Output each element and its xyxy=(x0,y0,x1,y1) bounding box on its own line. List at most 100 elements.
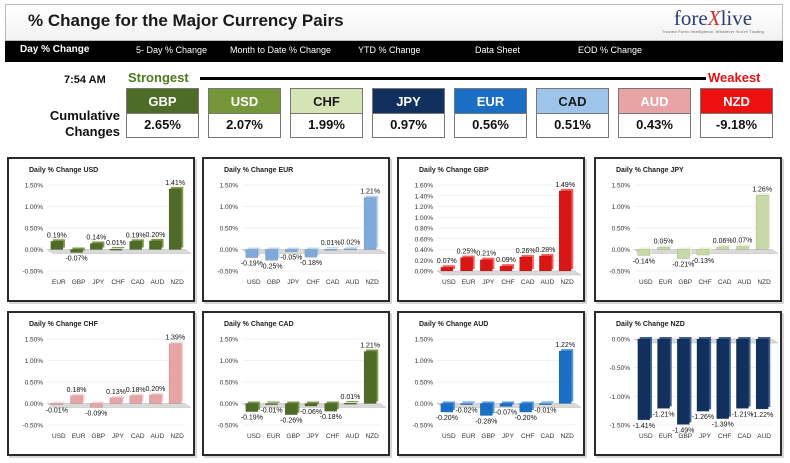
forexlive-logo[interactable]: foreXlive Trusted Forex Intelligence. Wh… xyxy=(661,6,765,34)
data-label: 1.26% xyxy=(752,186,772,193)
bar xyxy=(70,395,83,404)
timestamp: 7:54 AM xyxy=(64,74,106,86)
x-tick-label: USD xyxy=(442,433,456,440)
y-tick-label: -0.50% xyxy=(217,423,238,430)
y-tick-label: 0.20% xyxy=(415,258,434,265)
x-tick-label: GBP xyxy=(72,279,86,286)
chart-title: Daily % Change CHF xyxy=(29,321,98,328)
currency-code: USD xyxy=(208,88,281,114)
data-label: -0.13% xyxy=(692,258,714,265)
bar xyxy=(519,403,533,413)
bar xyxy=(149,394,162,404)
data-label: -0.06% xyxy=(300,409,322,416)
bar xyxy=(755,195,769,250)
data-label: -1.22% xyxy=(751,412,773,419)
bar-depth xyxy=(501,401,515,405)
x-tick-label: NZD xyxy=(365,279,379,286)
cumulative-value: 1.99% xyxy=(290,114,363,138)
bar xyxy=(344,248,357,251)
data-label: 0.07% xyxy=(732,237,752,244)
y-tick-label: -0.50% xyxy=(412,423,433,430)
x-tick-label: CAD xyxy=(521,279,535,286)
bar xyxy=(558,190,572,272)
y-tick-label: 1.40% xyxy=(415,193,434,200)
bar xyxy=(440,267,454,272)
data-label: -1.26% xyxy=(692,414,714,421)
y-tick-label: -0.50% xyxy=(22,423,43,430)
x-tick-label: USD xyxy=(247,433,261,440)
bar xyxy=(479,259,493,272)
bar xyxy=(363,197,377,250)
bar xyxy=(168,188,182,250)
y-tick-label: -0.50% xyxy=(609,365,630,372)
data-label: -0.05% xyxy=(280,255,302,262)
y-tick-label: 1.50% xyxy=(220,183,239,190)
y-tick-label: 0.00% xyxy=(220,401,239,408)
x-tick-label: EUR xyxy=(462,279,476,286)
bar xyxy=(736,338,749,409)
currency-tile-4: EUR 0.56% xyxy=(454,88,527,138)
chart-title: Daily % Change GBP xyxy=(419,167,489,174)
bar xyxy=(89,243,103,250)
bar xyxy=(324,248,338,251)
bar-depth xyxy=(346,246,359,248)
x-tick-label: CAD xyxy=(131,279,145,286)
chart-title: Daily % Change CAD xyxy=(224,321,294,328)
y-tick-label: -0.50% xyxy=(217,269,238,276)
bar xyxy=(265,249,278,261)
x-tick-label: CAD xyxy=(326,279,340,286)
data-label: 0.01% xyxy=(340,394,360,401)
y-tick-label: 1.50% xyxy=(612,183,631,190)
data-label: 0.25% xyxy=(457,249,477,256)
bar-chart-aud: 1.50%1.00%0.50%0.00%-0.50%-0.20%USD-0.02… xyxy=(412,337,582,440)
data-label: 0.09% xyxy=(496,257,516,264)
chart-panel-chf: Daily % Change CHF 1.50% 1.00% 0.50% 0.00% -0… xyxy=(7,311,195,456)
chart-title: Daily % Change EUR xyxy=(224,167,294,174)
tab-5day-change[interactable]: 5- Day % Change xyxy=(136,45,208,55)
data-label: -0.20% xyxy=(436,415,458,422)
data-label: 0.18% xyxy=(67,387,87,394)
bar xyxy=(460,403,473,405)
tab-month-to-date[interactable]: Month to Date % Change xyxy=(230,45,332,55)
weakest-label: Weakest xyxy=(708,70,761,85)
data-label: -1.41% xyxy=(633,423,655,430)
y-tick-label: 0.00% xyxy=(220,247,239,254)
tab-day-change[interactable]: Day % Change xyxy=(20,44,90,55)
bar xyxy=(539,403,552,405)
currency-code: GBP xyxy=(126,88,199,114)
data-label: -0.20% xyxy=(515,415,537,422)
y-tick-label: 0.50% xyxy=(25,226,44,233)
bar xyxy=(539,255,552,272)
data-label: 1.49% xyxy=(555,182,575,189)
x-tick-label: CHF xyxy=(698,279,711,286)
y-tick-label: -0.50% xyxy=(22,269,43,276)
bar-depth xyxy=(462,401,475,403)
y-tick-label: 0.80% xyxy=(415,226,434,233)
y-tick-label: -1.00% xyxy=(609,394,630,401)
bar-depth xyxy=(92,401,105,406)
bar xyxy=(168,343,182,404)
data-label: -1.21% xyxy=(652,411,674,418)
chart-floor xyxy=(436,270,582,276)
x-tick-label: GBP xyxy=(481,433,495,440)
x-tick-label: JPY xyxy=(307,433,320,440)
chart-panel-jpy: Daily % Change JPY 1.50% 1.00% 0.50% 0.00% -0… xyxy=(594,157,782,302)
x-tick-label: CAD xyxy=(541,433,555,440)
currency-code: CHF xyxy=(290,88,363,114)
y-tick-label: 1.00% xyxy=(415,215,434,222)
data-label: 0.07% xyxy=(437,258,457,265)
data-label: -0.26% xyxy=(280,418,302,425)
bar xyxy=(304,403,318,407)
y-tick-label: 1.20% xyxy=(415,204,434,211)
tab-eod-change[interactable]: EOD % Change xyxy=(578,45,643,55)
tab-data-sheet[interactable]: Data Sheet xyxy=(475,45,521,55)
x-tick-label: USD xyxy=(639,433,653,440)
strength-scale-line xyxy=(200,77,706,80)
bar-chart-jpy: 1.50% 1.00% 0.50% 0.00% -0.50%-0.14% USD 0.05%… xyxy=(609,183,779,286)
data-label: -1.21% xyxy=(731,411,753,418)
tab-ytd-change[interactable]: YTD % Change xyxy=(358,45,421,55)
bar xyxy=(363,351,377,404)
bar xyxy=(696,338,710,412)
bar-chart-usd: 1.50% 1.00% 0.50% 0.00% -0.50% 0.19% EUR -0.07%… xyxy=(22,180,192,286)
x-tick-label: CAD xyxy=(718,279,732,286)
